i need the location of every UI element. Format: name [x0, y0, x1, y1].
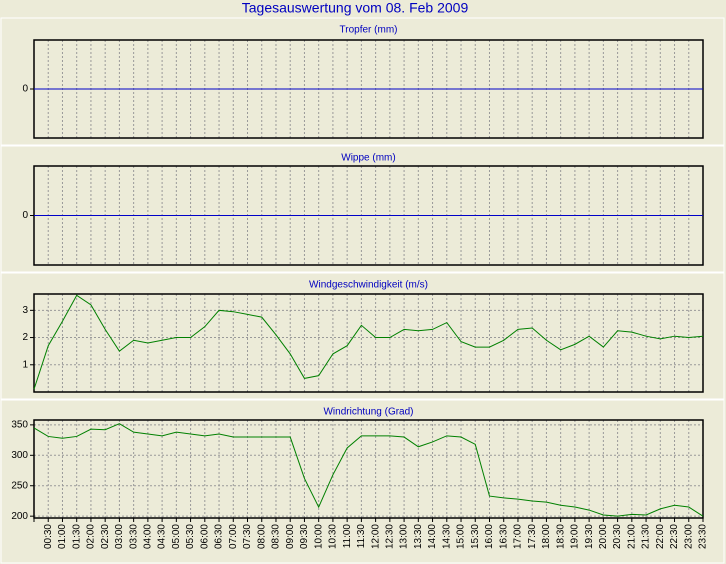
x-tick-label: 13:30	[413, 524, 424, 549]
x-tick-label: 00:30	[43, 524, 54, 549]
x-tick-label: 22:30	[669, 524, 680, 549]
plot-frame	[33, 293, 704, 393]
subplot-title: Windrichtung (Grad)	[323, 407, 413, 418]
x-tick-label: 23:30	[698, 524, 709, 549]
plot-frame	[33, 419, 704, 519]
data-line	[33, 294, 704, 390]
x-tick-label: 02:30	[100, 524, 111, 549]
x-tick-label: 18:00	[541, 524, 552, 549]
x-tick-label: 19:00	[570, 524, 581, 549]
x-tick-label: 23:00	[683, 524, 694, 549]
x-tick-label: 12:30	[384, 524, 395, 549]
x-tick-label: 15:30	[470, 524, 481, 549]
x-tick-label: 17:00	[513, 524, 524, 549]
x-tick-label: 09:00	[285, 524, 296, 549]
x-tick-label: 02:00	[86, 524, 97, 549]
x-tick-label: 20:00	[598, 524, 609, 549]
x-tick-label: 20:30	[612, 524, 623, 549]
y-tick-label: 3	[22, 305, 28, 316]
x-tick-label: 03:30	[128, 524, 139, 549]
x-tick-label: 01:00	[57, 524, 68, 549]
x-tick-label: 05:00	[171, 524, 182, 549]
x-tick-label: 22:00	[655, 524, 666, 549]
x-tick-label: 07:30	[242, 524, 253, 549]
x-tick-label: 17:30	[527, 524, 538, 549]
subplot-title: Wippe (mm)	[341, 153, 395, 164]
x-tick-label: 12:00	[370, 524, 381, 549]
y-tick-label: 200	[11, 511, 28, 522]
panel-frame	[0, 17, 725, 146]
x-tick-label: 14:30	[441, 524, 452, 549]
x-tick-label: 10:00	[313, 524, 324, 549]
x-tick-label: 11:30	[356, 524, 367, 549]
x-tick-label: 01:30	[71, 524, 82, 549]
x-tick-label: 04:00	[143, 524, 154, 549]
x-tick-label: 03:00	[114, 524, 125, 549]
x-tick-label: 18:30	[555, 524, 566, 549]
x-tick-label: 21:00	[626, 524, 637, 549]
x-tick-label: 08:30	[271, 524, 282, 549]
x-tick-label: 14:00	[427, 524, 438, 549]
x-tick-label: 05:30	[185, 524, 196, 549]
x-tick-label: 07:00	[228, 524, 239, 549]
x-tick-label: 04:30	[157, 524, 168, 549]
x-tick-label: 08:00	[256, 524, 267, 549]
x-tick-label: 16:30	[498, 524, 509, 549]
subplot-title: Tropfer (mm)	[340, 25, 398, 36]
y-tick-label: 0	[22, 210, 28, 221]
x-tick-label: 13:00	[399, 524, 410, 549]
x-tick-label: 21:30	[641, 524, 652, 549]
page-title: Tagesauswertung vom 08. Feb 2009	[242, 0, 469, 16]
y-tick-label: 0	[22, 84, 28, 95]
x-tick-label: 11:00	[342, 524, 353, 549]
x-tick-label: 15:00	[456, 524, 467, 549]
y-tick-label: 2	[22, 332, 28, 343]
y-tick-label: 250	[11, 480, 28, 491]
data-line	[33, 423, 704, 517]
panel-frame	[0, 145, 725, 273]
x-tick-label: 09:30	[299, 524, 310, 549]
y-tick-label: 300	[11, 450, 28, 461]
x-tick-label: 06:00	[199, 524, 210, 549]
subplot-title: Windgeschwindigkeit (m/s)	[309, 280, 428, 291]
x-tick-label: 16:00	[484, 524, 495, 549]
panel-frame	[0, 399, 725, 564]
panel-frame	[0, 272, 725, 400]
y-tick-label: 350	[11, 420, 28, 431]
x-tick-label: 06:30	[214, 524, 225, 549]
y-tick-label: 1	[22, 359, 28, 370]
x-tick-label: 10:30	[328, 524, 339, 549]
x-tick-label: 19:30	[584, 524, 595, 549]
